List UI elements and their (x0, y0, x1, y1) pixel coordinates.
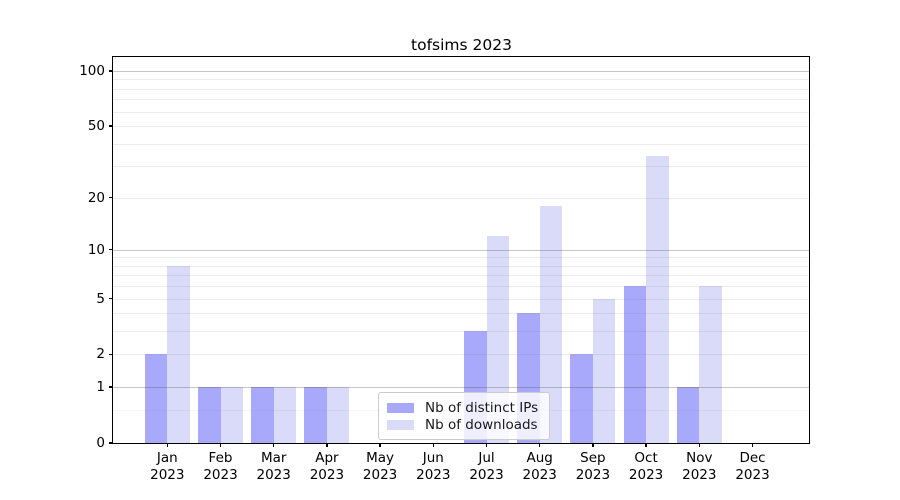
legend-swatch-distinct-ips (387, 402, 414, 413)
x-tick-mark (326, 443, 328, 447)
y-axis-label-5: 5 (96, 290, 105, 307)
x-tick-mark (698, 443, 700, 447)
x-axis-label-mar: Mar 2023 (256, 450, 291, 483)
x-tick-mark (751, 443, 754, 447)
bar-downloads-jul (486, 236, 509, 443)
x-tick-mark (539, 443, 541, 447)
bar-distinct-ips-sep (570, 354, 593, 443)
x-axis-label-jul: Jul 2023 (469, 450, 504, 483)
plot-area (113, 57, 809, 443)
gridline-minor-2 (113, 354, 809, 356)
gridline-minor-60 (113, 111, 809, 113)
x-axis-label-feb: Feb 2023 (203, 450, 238, 483)
gridline-major-100 (113, 71, 809, 72)
legend-label-downloads: Nb of downloads (425, 416, 538, 433)
y-tick-mark (108, 125, 113, 127)
bar-distinct-ips-mar (251, 387, 274, 443)
y-tick-mark (108, 196, 113, 199)
bar-distinct-ips-apr (304, 387, 327, 443)
bar-distinct-ips-jan (144, 354, 168, 443)
gridline-minor-30 (113, 166, 809, 168)
y-tick-mark (108, 297, 113, 300)
y-axis-label-20: 20 (87, 189, 105, 206)
x-axis-label-aug: Aug 2023 (522, 450, 557, 483)
legend-label-distinct-ips: Nb of distinct IPs (425, 399, 539, 416)
y-tick-mark (108, 386, 113, 388)
legend-item-downloads: Nb of downloads (387, 416, 538, 433)
gridline-minor-40 (113, 143, 809, 145)
chart-title: tofsims 2023 (411, 36, 512, 54)
x-axis-label-may: May 2023 (362, 450, 398, 483)
gridline-minor-70 (113, 99, 809, 101)
gridline-minor-6 (113, 286, 809, 288)
x-tick-mark (219, 443, 222, 447)
bar-downloads-sep (592, 298, 616, 443)
bar-downloads-mar (273, 387, 297, 443)
bar-distinct-ips-feb (198, 387, 221, 443)
x-tick-mark (273, 443, 275, 447)
gridline-minor-20 (113, 197, 809, 199)
gridline-minor-4 (113, 313, 809, 315)
y-axis-label-0: 0 (96, 435, 105, 451)
legend-swatch-downloads (387, 419, 414, 430)
y-axis-label-100: 100 (79, 63, 105, 79)
legend: Nb of distinct IPs Nb of downloads (378, 392, 551, 440)
x-axis-label-nov: Nov 2023 (682, 450, 717, 483)
bar-distinct-ips-oct (623, 286, 647, 443)
x-axis-label-sep: Sep 2023 (575, 450, 611, 483)
y-tick-mark (108, 70, 113, 72)
gridline-major-10 (113, 249, 809, 251)
bar-downloads-nov (699, 286, 722, 443)
x-tick-mark (166, 443, 168, 447)
y-axis-label-2: 2 (96, 346, 105, 363)
gridline-minor-3 (113, 331, 809, 333)
x-tick-mark (432, 443, 434, 447)
gridline-minor-80 (113, 88, 809, 90)
x-axis-label-jun: Jun 2023 (416, 450, 451, 483)
x-tick-mark (645, 443, 647, 447)
gridline-major-1 (113, 387, 809, 389)
y-tick-mark (108, 249, 113, 251)
bar-downloads-feb (220, 387, 243, 443)
x-tick-mark (592, 443, 594, 447)
x-axis-label-dec: Dec 2023 (735, 450, 770, 483)
y-axis-label-1: 1 (96, 379, 105, 396)
gridline-minor-7 (113, 275, 809, 277)
gridline-minor-5 (113, 298, 809, 300)
x-axis-label-oct: Oct 2023 (628, 450, 664, 483)
x-tick-mark (485, 443, 488, 447)
gridline-minor-50 (113, 126, 809, 128)
y-axis-label-10: 10 (87, 241, 105, 258)
bar-downloads-aug (539, 205, 563, 443)
gridline-minor-90 (113, 79, 809, 81)
plot-border (112, 56, 810, 444)
bar-downloads-apr (326, 387, 350, 443)
bar-downloads-jan (167, 265, 190, 443)
x-tick-mark (379, 443, 381, 447)
gridline-minor-9 (113, 257, 809, 259)
x-axis-label-apr: Apr 2023 (309, 450, 345, 483)
bar-downloads-oct (646, 156, 669, 443)
y-tick-mark (108, 353, 113, 356)
bar-distinct-ips-nov (676, 387, 700, 443)
x-axis-label-jan: Jan 2023 (150, 450, 185, 483)
legend-item-distinct-ips: Nb of distinct IPs (387, 399, 538, 416)
y-axis-label-50: 50 (87, 118, 105, 135)
gridline-minor-8 (113, 265, 809, 267)
y-tick-mark (108, 442, 113, 444)
